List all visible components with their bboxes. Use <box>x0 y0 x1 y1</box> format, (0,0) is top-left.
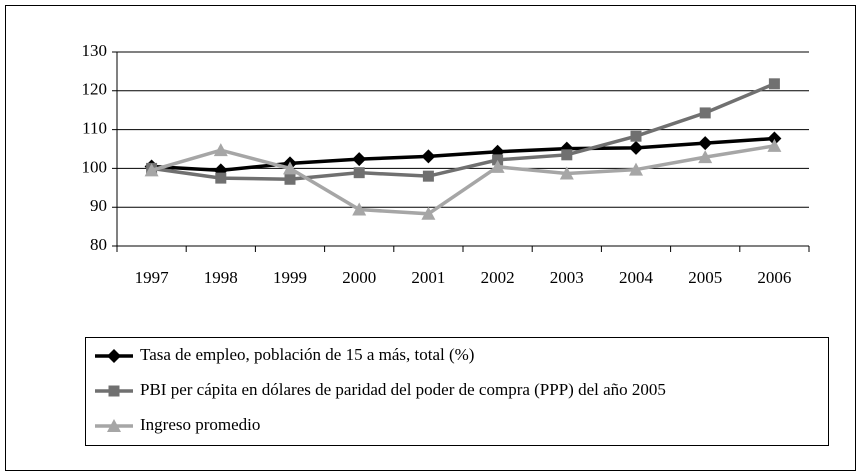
data-point <box>490 159 505 173</box>
data-point <box>630 130 642 142</box>
data-point <box>559 166 574 180</box>
data-point <box>283 161 297 175</box>
x-tick-label: 2006 <box>757 268 791 287</box>
data-point <box>421 149 436 164</box>
legend-label: Tasa de empleo, población de 15 a más, t… <box>140 345 474 364</box>
y-tick-label: 120 <box>82 80 108 99</box>
x-tick-label: 2004 <box>619 268 654 287</box>
data-point <box>698 150 713 164</box>
y-tick-label: 110 <box>82 119 107 138</box>
data-point <box>629 140 643 155</box>
x-tick-label: 1998 <box>204 268 238 287</box>
series-line <box>151 144 775 216</box>
x-tick-label: 1999 <box>273 268 307 287</box>
data-point <box>699 107 711 119</box>
x-tick-label: 1997 <box>135 268 170 287</box>
data-point <box>353 167 365 179</box>
data-point <box>352 152 367 167</box>
data-point <box>561 149 573 161</box>
y-tick-label: 80 <box>90 235 107 254</box>
series-line <box>151 136 775 173</box>
data-point <box>352 202 367 216</box>
x-tick-label: 2001 <box>411 268 445 287</box>
data-point <box>421 206 436 220</box>
x-tick-label: 2005 <box>688 268 722 287</box>
legend-label: Ingreso promedio <box>140 415 260 434</box>
y-tick-label: 90 <box>90 196 107 215</box>
legend-marker <box>107 349 121 363</box>
legend-box <box>85 337 829 446</box>
x-tick-label: 2000 <box>342 268 376 287</box>
y-tick-label: 130 <box>82 41 108 60</box>
data-point <box>213 143 228 157</box>
y-tick-label: 100 <box>82 157 108 176</box>
series-line <box>151 82 776 182</box>
legend-marker <box>108 385 120 397</box>
data-point <box>629 162 643 176</box>
data-point <box>767 138 782 152</box>
legend-marker <box>107 419 121 432</box>
data-point <box>767 131 782 146</box>
data-point <box>144 163 159 177</box>
x-tick-label: 2003 <box>550 268 584 287</box>
legend-label: PBI per cápita en dólares de paridad del… <box>140 380 666 399</box>
data-point <box>284 173 296 185</box>
data-point <box>768 78 780 90</box>
data-point <box>215 172 227 184</box>
data-point <box>698 136 713 151</box>
data-point <box>422 170 434 182</box>
x-tick-label: 2002 <box>481 268 515 287</box>
